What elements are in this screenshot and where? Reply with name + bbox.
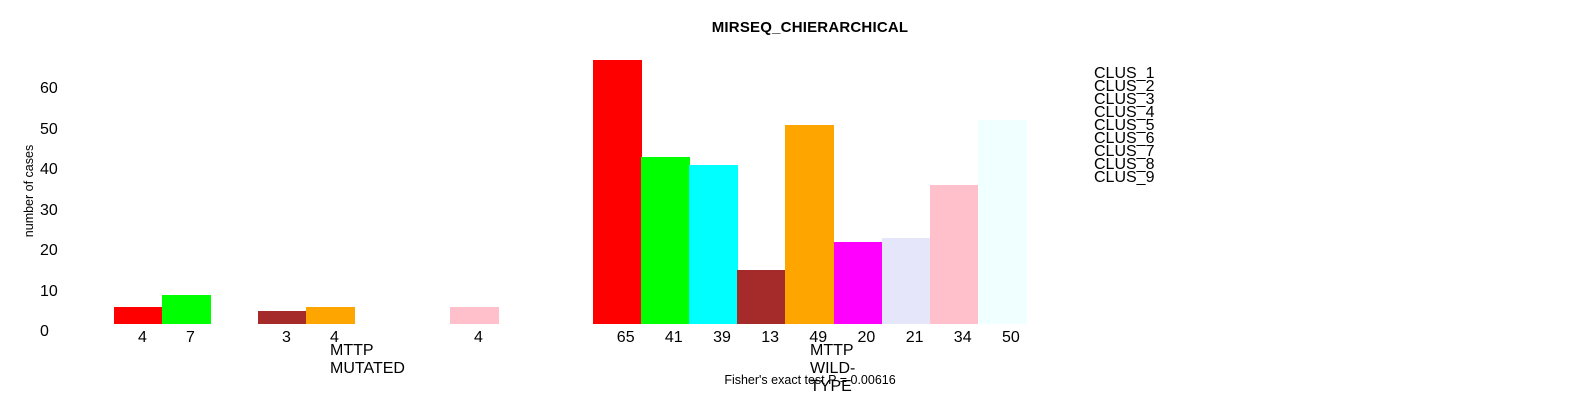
bar-clus_6: [833, 242, 883, 324]
footer-annotation: Fisher's exact test P = 0.00616: [724, 373, 896, 387]
bar-clus_1: [592, 60, 642, 324]
bar-value-label: 7: [186, 329, 195, 346]
y-tick: [48, 323, 55, 324]
y-tick-label: 10: [40, 282, 58, 300]
legend-label: CLUS_8: [1094, 155, 1155, 173]
bar-value-label: 4: [474, 329, 483, 346]
bar-clus_3: [689, 165, 739, 324]
chart-title: MIRSEQ_CHIERARCHICAL: [711, 19, 909, 36]
bar-clus_9: [977, 120, 1027, 324]
bar-value-label: 41: [664, 329, 683, 346]
bar-clus_5: [785, 125, 835, 324]
legend-label: CLUS_2: [1094, 77, 1155, 95]
bar-value-label: 39: [713, 329, 731, 346]
bar-value-label: 4: [330, 329, 339, 346]
legend-label: CLUS_3: [1094, 90, 1155, 108]
bar-clus_2: [640, 157, 690, 324]
bar-value-label: 50: [1002, 329, 1020, 346]
bar-value-label: 65: [616, 329, 635, 346]
legend-label: CLUS_9: [1094, 168, 1155, 186]
bar-clus_4: [258, 311, 307, 324]
x-axis-title-wild-type: MTTP WILD-TYPE: [810, 342, 856, 395]
bar-clus_8: [929, 185, 979, 324]
bar-clus_7: [881, 238, 931, 324]
bar-value-label: 4: [138, 329, 147, 346]
y-tick-label: 30: [40, 201, 58, 219]
y-tick-label: 40: [40, 161, 58, 178]
bar-value-label: 34: [953, 329, 972, 346]
y-axis-label: number of cases: [22, 144, 36, 238]
bar-value-label: 21: [905, 329, 924, 346]
bar-value-label: 13: [761, 329, 779, 346]
legend-label: CLUS_1: [1094, 64, 1155, 82]
y-tick-label: 0: [40, 323, 49, 340]
bar-clus_1: [114, 307, 163, 324]
bar-clus_4: [737, 270, 787, 324]
y-tick-label: 50: [40, 120, 58, 138]
bar-value-label: 20: [857, 329, 876, 346]
legend-label: CLUS_4: [1094, 103, 1155, 121]
bar-clus_5: [306, 307, 355, 324]
bar-value-label: 49: [809, 329, 828, 346]
legend-label: CLUS_7: [1094, 142, 1155, 160]
legend-label: CLUS_6: [1094, 129, 1155, 147]
bar-clus_8: [450, 307, 499, 324]
x-axis-title-mutated: MTTP MUTATED: [330, 342, 405, 377]
legend-label: CLUS_5: [1094, 116, 1155, 134]
y-tick-label: 60: [40, 80, 58, 97]
bar-clus_2: [162, 295, 211, 324]
bar-value-label: 3: [282, 329, 291, 346]
y-tick-label: 20: [40, 242, 58, 259]
